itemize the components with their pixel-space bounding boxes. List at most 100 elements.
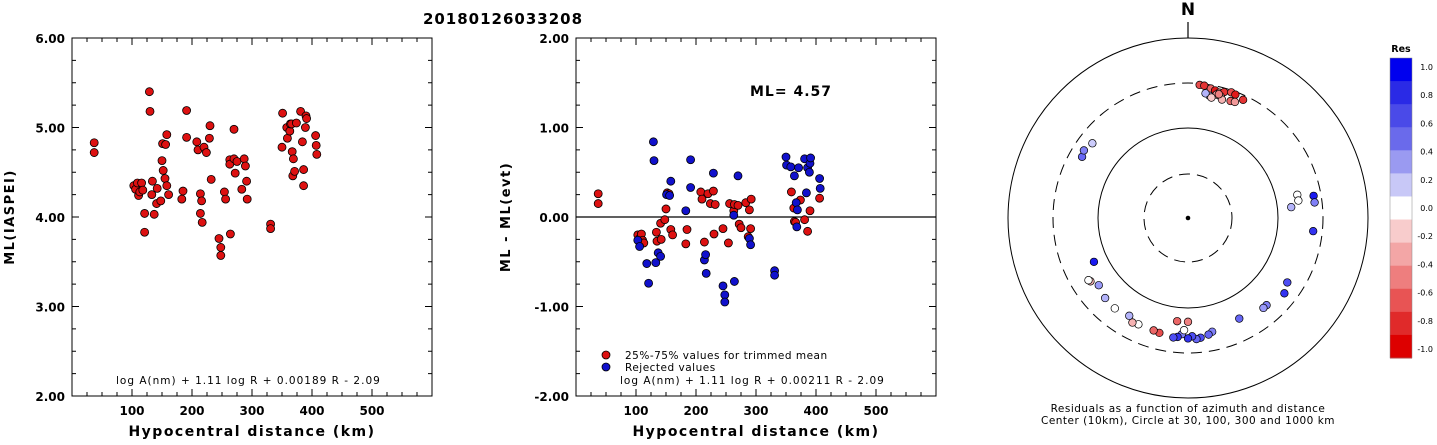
data-point: [312, 149, 322, 159]
data-point: [793, 205, 802, 215]
data-point: [156, 196, 166, 206]
map-stations: [1077, 80, 1319, 344]
data-point: [815, 174, 824, 183]
station-marker: [1084, 276, 1093, 285]
data-point: [746, 194, 756, 204]
plot2-ticks: 100 200 300 400 500 -2.00 -1.00 0.00 1.00 2.00: [534, 32, 936, 418]
data-point: [157, 156, 167, 166]
colorbar-segment: [1390, 242, 1412, 267]
data-point: [239, 154, 249, 164]
data-point: [800, 215, 809, 225]
data-point: [686, 183, 695, 192]
data-point: [710, 200, 720, 209]
data-point: [266, 224, 276, 234]
colorbar-segment: [1390, 58, 1412, 82]
colorbar-segment: [1390, 288, 1412, 313]
data-point: [240, 161, 250, 171]
data-point: [192, 137, 202, 147]
plot2-formula: log A(nm) + 1.11 log R + 0.00211 R - 2.0…: [620, 375, 885, 387]
data-point: [665, 191, 674, 200]
station-marker: [1173, 317, 1182, 326]
data-point: [781, 152, 791, 162]
station-marker: [1283, 278, 1292, 287]
data-point: [686, 155, 695, 165]
colorbar-segment: [1390, 219, 1412, 244]
data-point: [182, 132, 192, 142]
y-tick-label: -1.00: [534, 301, 569, 315]
y-tick-label: 2.00: [35, 390, 65, 404]
station-marker: [1079, 146, 1089, 155]
colorbar-tick-label: -1.0: [1417, 345, 1433, 354]
data-point: [216, 243, 226, 252]
data-point: [787, 187, 796, 197]
data-point: [195, 189, 205, 199]
colorbar-tick-label: 0.4: [1420, 148, 1433, 157]
data-point: [195, 209, 205, 218]
x-tick-label: 100: [623, 404, 648, 418]
data-point: [138, 185, 148, 195]
data-point: [661, 204, 671, 214]
data-point: [815, 183, 825, 193]
data-point: [794, 163, 803, 173]
data-point: [89, 138, 99, 148]
data-point: [806, 153, 815, 163]
x-tick-label: 100: [119, 404, 144, 418]
data-point: [649, 137, 658, 147]
plot1-frame: [71, 37, 433, 397]
colorbar-title: Res: [1391, 44, 1411, 55]
legend-label-rejected: Rejected values: [625, 362, 716, 374]
data-point: [147, 190, 157, 200]
data-point: [696, 187, 706, 197]
colorbar-segment: [1390, 104, 1412, 128]
data-point: [635, 242, 644, 251]
station-marker: [1201, 89, 1210, 98]
plot2-legend: 25%-75% values for trimmed mean Rejected…: [601, 350, 827, 374]
ring-30km: [1143, 173, 1233, 263]
data-point: [770, 270, 779, 280]
data-point: [805, 206, 815, 216]
colorbar-tick-label: 0.6: [1420, 119, 1433, 128]
data-point: [701, 268, 711, 278]
data-point: [277, 142, 287, 152]
data-point: [746, 240, 755, 250]
station-marker: [1310, 198, 1319, 207]
data-point: [162, 181, 172, 191]
map-caption-line2: Center (10km), Circle at 30, 100, 300 an…: [1041, 415, 1335, 427]
plot2-points: [593, 137, 825, 307]
station-marker: [1110, 304, 1119, 313]
y-tick-label: 3.00: [35, 301, 65, 315]
data-point: [302, 114, 312, 123]
data-point: [229, 124, 239, 134]
data-point: [709, 229, 719, 239]
data-point: [291, 118, 301, 128]
colorbar-tick-label: -0.8: [1417, 317, 1433, 326]
colorbar-tick-label: -0.2: [1417, 232, 1433, 241]
data-point: [593, 199, 603, 208]
data-point: [656, 234, 666, 244]
data-point: [137, 178, 147, 188]
station-marker: [1125, 311, 1134, 320]
station-marker: [1207, 93, 1216, 102]
data-point: [201, 148, 211, 157]
data-point: [802, 188, 811, 198]
data-point: [237, 184, 247, 194]
plot1-formula: log A(nm) + 1.11 log R + 0.00189 R - 2.0…: [116, 375, 381, 387]
data-point: [815, 193, 824, 203]
data-point: [718, 281, 728, 291]
x-tick-label: 200: [683, 404, 708, 418]
x-tick-label: 400: [803, 404, 828, 418]
station-marker: [1214, 90, 1224, 99]
data-point: [730, 277, 739, 286]
data-point: [204, 133, 214, 143]
y-tick-label: 2.00: [539, 32, 569, 46]
data-point: [668, 230, 677, 240]
data-point: [178, 186, 188, 196]
x-tick-label: 200: [179, 404, 204, 418]
data-point: [745, 205, 754, 215]
data-point: [733, 200, 743, 210]
station-marker: [1238, 95, 1248, 104]
data-point: [177, 194, 187, 204]
plot1-ylabel: ML(IASPEI): [3, 169, 18, 265]
data-point: [652, 227, 661, 237]
data-point: [290, 166, 300, 176]
